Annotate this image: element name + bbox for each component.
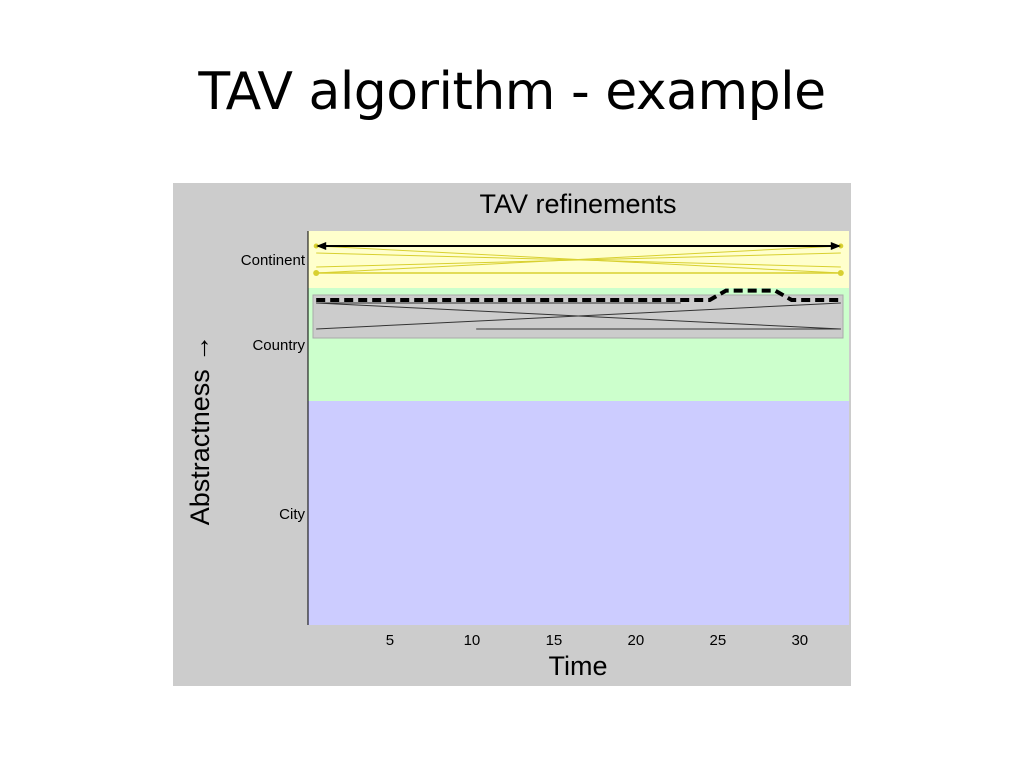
x-tick-label: 5 xyxy=(386,632,394,649)
continent-endpoint xyxy=(837,270,844,276)
arrow-head-left xyxy=(316,242,327,250)
y-level-label-city: City xyxy=(279,506,305,523)
x-axis-label: Time xyxy=(549,651,608,681)
series-line-0 xyxy=(316,288,841,302)
chart-svg: 5 10 15 20 25 30 City Country Continent TAV refin… xyxy=(173,183,851,686)
arrow-head-right xyxy=(830,242,841,250)
x-tick-label: 10 xyxy=(464,632,481,649)
country-refinement-line xyxy=(316,302,841,330)
y-level-label-continent: Continent xyxy=(241,252,306,269)
chart-title: TAV refinements xyxy=(479,189,676,219)
x-tick-label: 30 xyxy=(791,632,808,649)
band-city xyxy=(308,401,849,625)
continent-refinement-line xyxy=(316,252,841,268)
slide-title: TAV algorithm - example xyxy=(198,62,826,122)
y-axis-label: Abstractness → xyxy=(185,335,215,526)
x-tick-label: 15 xyxy=(546,632,563,649)
chart-figure: 5 10 15 20 25 30 City Country Continent TAV refin… xyxy=(173,183,851,686)
x-tick-label: 20 xyxy=(628,632,645,649)
continent-endpoint xyxy=(313,243,319,249)
x-tick-label: 25 xyxy=(710,632,727,649)
y-level-label-country: Country xyxy=(252,337,305,354)
continent-endpoint xyxy=(313,270,320,276)
